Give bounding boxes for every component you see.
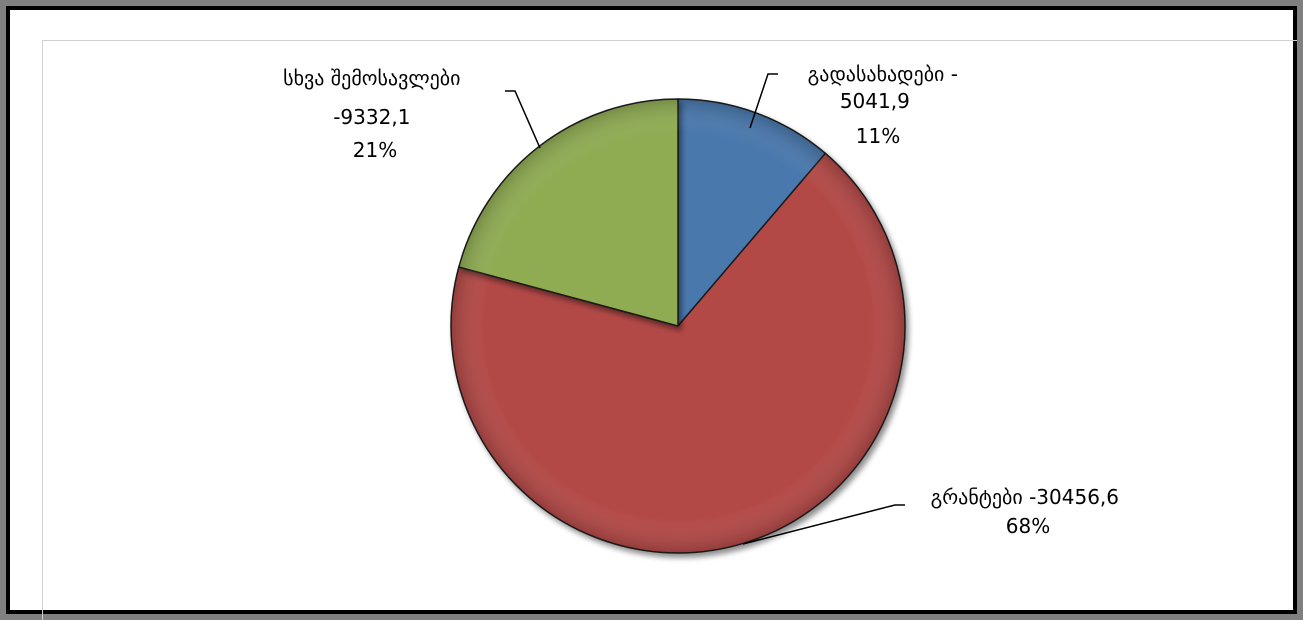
data-label-grants-line1: გრანტები -30456,6 bbox=[931, 485, 1119, 509]
data-label-taxes-line2: 5041,9 bbox=[840, 89, 910, 113]
data-label-other-line2: -9332,1 bbox=[333, 105, 410, 129]
data-label-other-line1: სხვა შემოსავლები bbox=[283, 66, 460, 90]
plot-area bbox=[42, 40, 1297, 620]
leader-line-grants bbox=[742, 504, 905, 545]
data-label-taxes: გადასახადები - 5041,9 11% bbox=[808, 62, 965, 148]
pie-slices bbox=[450, 98, 906, 554]
data-label-grants: გრანტები -30456,6 68% bbox=[931, 485, 1126, 538]
data-label-grants-line2: 68% bbox=[1006, 514, 1050, 538]
data-label-taxes-line3: 11% bbox=[856, 124, 900, 148]
data-label-taxes-line1: გადასახადები - bbox=[808, 62, 958, 86]
data-label-other-line3: 21% bbox=[353, 138, 397, 162]
data-label-other: სხვა შემოსავლები -9332,1 21% bbox=[283, 66, 467, 162]
leader-line-other bbox=[505, 90, 541, 149]
leader-line-taxes bbox=[749, 73, 778, 129]
